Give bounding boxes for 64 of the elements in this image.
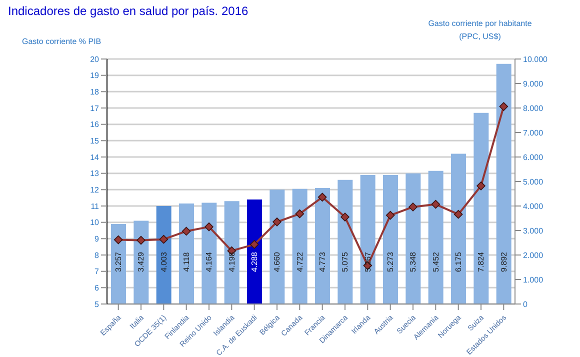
annotation: 7.824 bbox=[476, 251, 486, 272]
point bbox=[159, 234, 168, 244]
y-tick-label: 5 bbox=[94, 300, 100, 309]
y-tick-label: 9 bbox=[94, 234, 100, 244]
point bbox=[499, 102, 508, 111]
point bbox=[476, 182, 486, 190]
y-tick-label: 11 bbox=[90, 202, 100, 211]
point bbox=[386, 210, 395, 220]
y2-tick-label: 7.000 bbox=[523, 128, 544, 138]
y2-tick-label: 3.000 bbox=[523, 226, 544, 236]
y2-tick-label: 0 bbox=[523, 300, 528, 309]
y-axis-title: Gasto corriente % PIB bbox=[22, 37, 102, 46]
annotation: 5.348 bbox=[408, 251, 418, 272]
annotation: 4.198 bbox=[227, 251, 236, 272]
y-tick-label: 20 bbox=[90, 54, 100, 64]
annotation: 5.273 bbox=[386, 251, 395, 272]
annotation: 5.452 bbox=[431, 251, 440, 272]
point bbox=[431, 200, 440, 209]
y-tick-label: 18 bbox=[90, 88, 100, 97]
annotation: 4.288 bbox=[250, 251, 259, 272]
y2-axis-title: Gasto corriente por habitante (PPC, US$) bbox=[427, 18, 533, 43]
point bbox=[408, 202, 418, 212]
point bbox=[136, 236, 146, 245]
y-tick-label: 14 bbox=[90, 152, 100, 162]
annotation: 4.773 bbox=[318, 251, 327, 272]
point bbox=[318, 192, 327, 202]
y-tick-label: 13 bbox=[90, 169, 100, 178]
annotation: 3.257 bbox=[114, 251, 123, 272]
y2-tick-label: 6.000 bbox=[523, 152, 544, 162]
annotation: 4.003 bbox=[159, 251, 168, 272]
point bbox=[204, 222, 214, 232]
y-tick-label: 16 bbox=[90, 120, 100, 130]
point bbox=[182, 226, 191, 236]
point bbox=[250, 240, 259, 249]
y2-tick-label: 8.000 bbox=[523, 104, 544, 113]
annotation: 4.722 bbox=[295, 251, 304, 272]
y-tick-label: 10 bbox=[90, 218, 100, 228]
chart-title: Indicadores de gasto en salud por país. 2016 bbox=[8, 4, 248, 18]
y-tick-label: 8 bbox=[94, 250, 100, 260]
point bbox=[454, 210, 463, 219]
y-tick-label: 17 bbox=[90, 104, 100, 113]
y2-tick-label: 2.000 bbox=[523, 250, 544, 260]
y2-tick-label: 1.000 bbox=[523, 275, 544, 284]
annotation: 9.892 bbox=[499, 251, 508, 272]
annotation: 4.164 bbox=[204, 251, 214, 272]
annotation: 4.118 bbox=[182, 252, 191, 272]
annotation: 5.075 bbox=[340, 251, 350, 272]
point bbox=[272, 218, 282, 226]
y2-tick-label: 4.000 bbox=[523, 202, 544, 211]
y2-tick-label: 10.000 bbox=[523, 54, 548, 64]
point bbox=[340, 212, 350, 222]
annotation: 3.429 bbox=[136, 251, 146, 272]
y-tick-label: 7 bbox=[94, 267, 100, 276]
annotation: 4.660 bbox=[272, 251, 282, 272]
annotation: 5.267 bbox=[363, 251, 372, 272]
point bbox=[295, 209, 304, 218]
y-tick-label: 19 bbox=[90, 71, 100, 80]
y-tick-label: 15 bbox=[90, 136, 100, 146]
y-tick-label: 12 bbox=[90, 186, 100, 195]
y2-tick-label: 9.000 bbox=[523, 79, 544, 88]
y2-tick-label: 5.000 bbox=[523, 177, 544, 186]
point bbox=[114, 235, 123, 244]
annotation: 6.175 bbox=[454, 251, 463, 272]
y-tick-label: 6 bbox=[94, 284, 100, 293]
